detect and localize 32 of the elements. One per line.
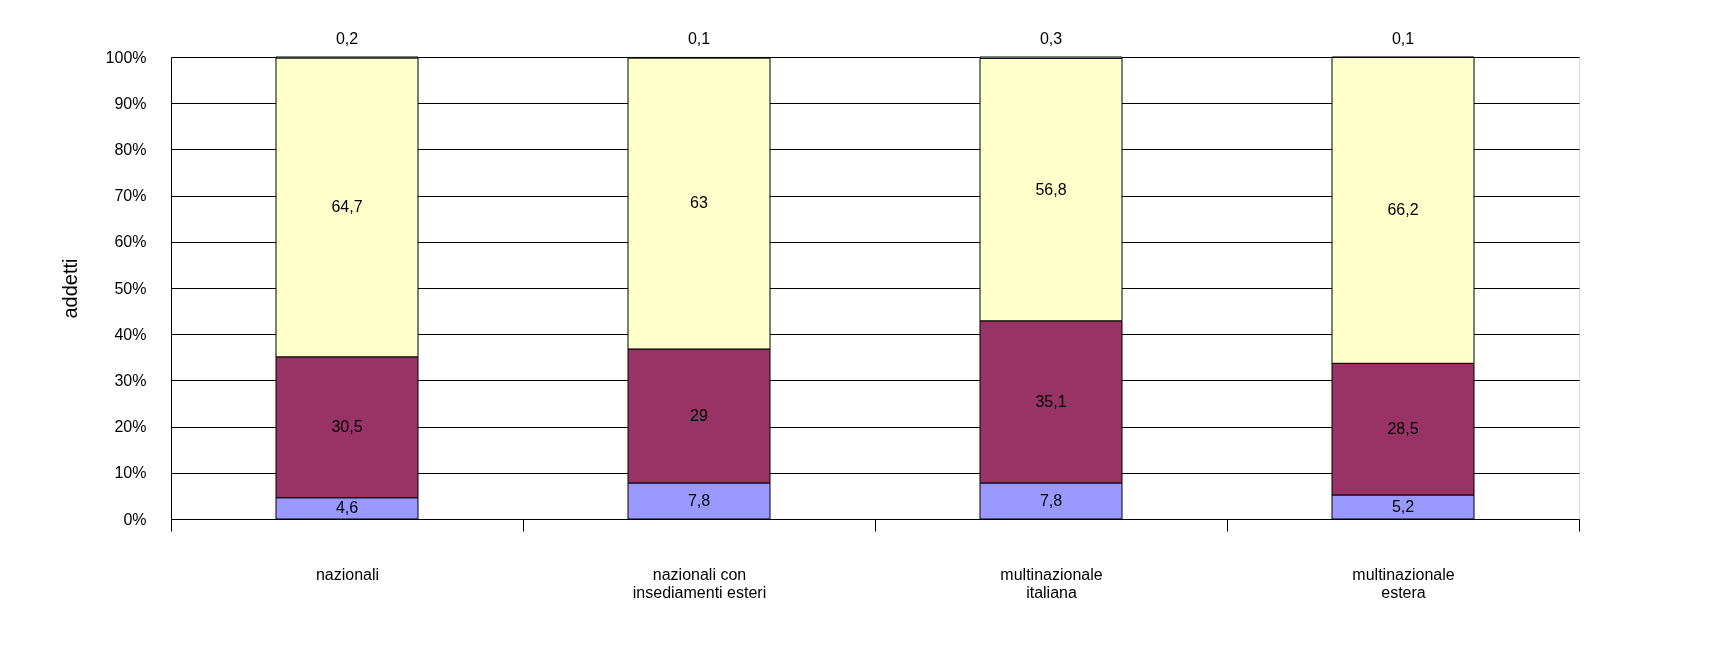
- y-tick-label: 10%: [114, 464, 147, 482]
- data-label: 35,1: [1035, 392, 1067, 410]
- y-tick-label: 50%: [114, 279, 147, 297]
- data-label: 30,5: [331, 418, 363, 436]
- data-label: 0,1: [1391, 30, 1415, 47]
- y-tick-label: 70%: [114, 187, 147, 205]
- data-label: 28,5: [1387, 420, 1419, 438]
- data-label: 64,7: [331, 198, 363, 216]
- data-label: 7,8: [687, 491, 711, 509]
- data-label: 4,6: [335, 499, 359, 517]
- data-label: 0,2: [335, 30, 359, 47]
- y-tick-label: 20%: [114, 418, 147, 436]
- data-label: 7,8: [1039, 491, 1063, 509]
- data-label: 63: [690, 194, 708, 212]
- y-tick-label: 100%: [105, 48, 147, 66]
- x-tick-label: nazionali con insediamenti esteri: [632, 565, 767, 601]
- data-label: 29: [690, 406, 708, 424]
- y-tick-label: 60%: [114, 233, 147, 251]
- x-tick-label: nazionali: [315, 565, 380, 583]
- data-label: 0,1: [687, 30, 711, 48]
- data-label: 66,2: [1387, 201, 1419, 219]
- y-tick-label: 0%: [123, 510, 147, 528]
- data-label: 56,8: [1035, 180, 1067, 198]
- y-tick-label: 90%: [114, 94, 147, 112]
- data-label: 5,2: [1391, 497, 1415, 515]
- y-axis-title: addetti: [58, 258, 81, 319]
- x-tick-label: multinazionale italiana: [1000, 565, 1103, 601]
- y-tick-label: 40%: [114, 325, 147, 343]
- x-tick-label: multinazionale estera: [1352, 565, 1455, 601]
- y-tick-label: 80%: [114, 140, 147, 158]
- y-tick-label: 30%: [114, 371, 147, 389]
- data-label: 0,3: [1039, 30, 1063, 47]
